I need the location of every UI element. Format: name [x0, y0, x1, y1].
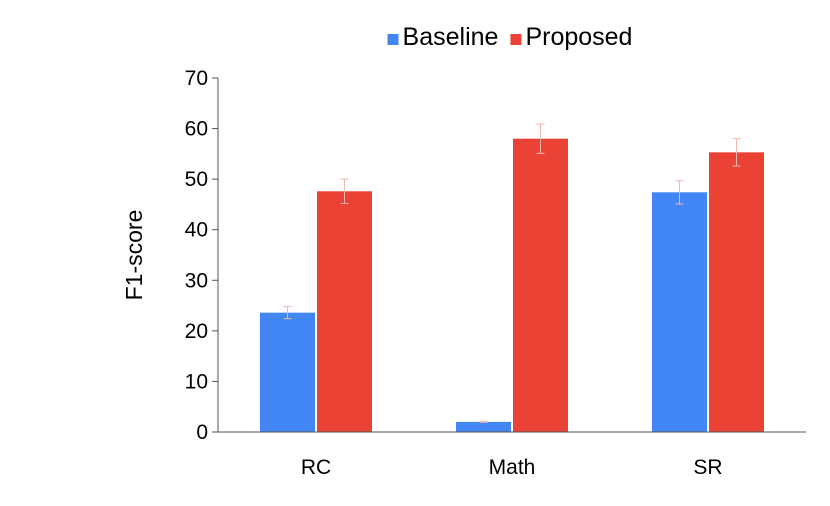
- y-axis: 0 10 20 30 40 50 60 70: [185, 67, 219, 444]
- error-bar-baseline-sr: [675, 180, 684, 205]
- error-bar-proposed-math: [536, 123, 545, 154]
- y-tick-label: 30: [185, 269, 208, 292]
- legend-item-baseline: Baseline: [387, 23, 499, 51]
- y-tick-label: 70: [185, 67, 208, 90]
- error-bar-proposed-rc: [340, 178, 349, 204]
- legend-swatch: [387, 34, 399, 45]
- x-axis: RC Math SR: [218, 431, 806, 479]
- y-tick-label: 10: [185, 370, 208, 393]
- bars: [260, 138, 764, 432]
- legend-label: Proposed: [525, 23, 632, 51]
- x-tick-label-sr: SR: [693, 456, 722, 479]
- bar-proposed-sr: [709, 152, 764, 432]
- y-tick-label: 40: [185, 219, 208, 242]
- error-bar-baseline-rc: [283, 306, 292, 320]
- x-tick-label-rc: RC: [301, 456, 331, 479]
- legend: Baseline Proposed: [387, 23, 632, 51]
- y-axis-title: F1-score: [121, 210, 147, 301]
- y-tick-label: 0: [196, 421, 208, 444]
- y-tick-label: 20: [185, 320, 208, 343]
- error-bars: [283, 123, 741, 423]
- error-bar-proposed-sr: [732, 138, 741, 167]
- bar-proposed-rc: [317, 191, 372, 432]
- y-tick-label: 50: [185, 168, 208, 191]
- legend-label: Baseline: [403, 23, 499, 51]
- bar-proposed-math: [513, 138, 568, 432]
- x-tick-label-math: Math: [489, 456, 536, 479]
- bar-baseline-rc: [260, 312, 315, 432]
- legend-swatch: [510, 34, 522, 45]
- error-bar-baseline-math: [479, 420, 488, 423]
- bar-baseline-sr: [652, 192, 707, 432]
- legend-item-proposed: Proposed: [510, 23, 632, 51]
- bar-baseline-math: [456, 421, 511, 432]
- y-tick-label: 60: [185, 118, 208, 141]
